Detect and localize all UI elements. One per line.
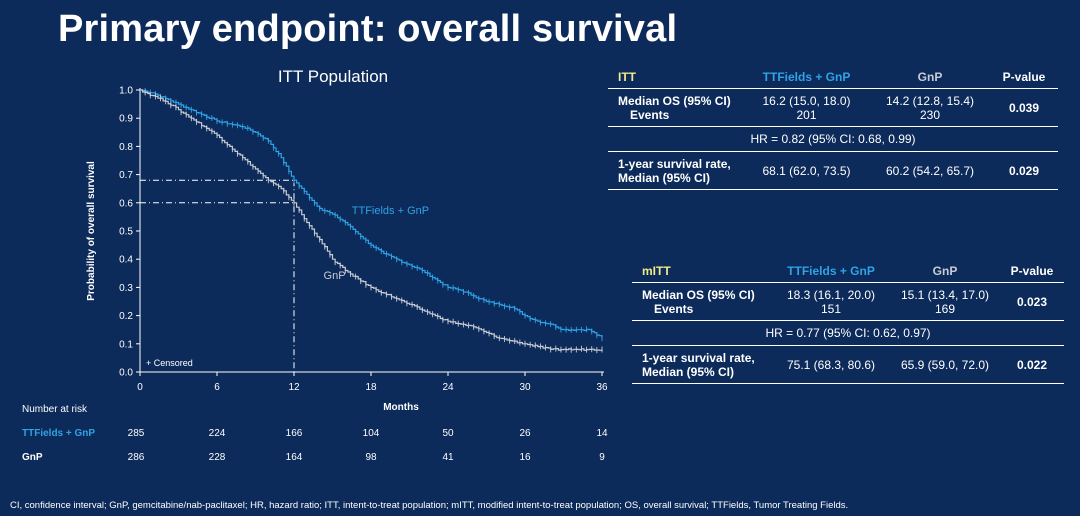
itt-ttfields-header: TTFields + GnP — [743, 66, 870, 89]
itt-events-label: Events — [630, 107, 670, 122]
series-label-gnp: GnP — [324, 270, 346, 282]
mitt-hazard-ratio: HR = 0.77 (95% CI: 0.62, 0.97) — [632, 320, 1064, 346]
mitt-gnp-1yr-survival: 65.9 (59.0, 72.0) — [890, 345, 1000, 384]
km-survival-chart: ITT Population 0.0 0.1 0.2 0.3 0.4 0.5 0.6 0.7 0.… — [22, 67, 608, 463]
risk-table-header: Number at risk — [22, 404, 88, 415]
x-axis-title: Months — [383, 402, 419, 413]
mitt-1yr-survival-pvalue: 0.022 — [1000, 345, 1064, 384]
x-tick-label: 18 — [365, 382, 377, 393]
itt-gnp-header: GnP — [870, 66, 990, 89]
y-tick-label: 0.5 — [119, 227, 133, 238]
mitt-gnp-median-os-value: 15.1 (13.4, 17.0) — [900, 287, 990, 302]
y-tick-label: 0.9 — [119, 114, 133, 125]
risk-value: 98 — [365, 452, 377, 463]
slide-title: Primary endpoint: overall survival — [58, 8, 678, 50]
mitt-gnp-events-value: 169 — [934, 301, 956, 316]
risk-row-label-gnp: GnP — [22, 452, 43, 463]
risk-value: 14 — [596, 428, 608, 439]
mitt-median-os-label-line1: Median OS (95% CI) — [642, 287, 755, 302]
itt-median-os-pvalue: 0.039 — [1008, 100, 1040, 115]
itt-1yr-survival-label-line2: Median (95% CI) — [618, 170, 711, 185]
risk-value: 50 — [442, 428, 454, 439]
risk-value: 285 — [128, 428, 145, 439]
risk-value: 26 — [519, 428, 531, 439]
risk-value: 166 — [286, 428, 303, 439]
itt-hazard-ratio: HR = 0.82 (95% CI: 0.68, 0.99) — [608, 126, 1058, 152]
footnote: CI, confidence interval; GnP, gemcitabin… — [10, 500, 849, 511]
y-axis-title: Probability of overall survival — [86, 161, 97, 301]
x-tick-label: 30 — [519, 382, 531, 393]
risk-row-label-ttfields-gnp: TTFields + GnP — [22, 428, 95, 439]
risk-value: 41 — [442, 452, 454, 463]
chart-title: ITT Population — [278, 67, 388, 86]
y-tick-label: 0.8 — [119, 142, 133, 153]
mitt-gnp-header: GnP — [890, 260, 1000, 283]
itt-ttfields-median-os: 16.2 (15.0, 18.0) 201 — [743, 89, 870, 127]
risk-value: 104 — [363, 428, 380, 439]
censor-marks-gnp — [144, 89, 603, 354]
y-tick-label: 0.3 — [119, 283, 133, 294]
mitt-median-os-label: Median OS (95% CI) Events — [632, 283, 772, 321]
itt-results-table: ITT TTFields + GnP GnP P-value Median OS… — [608, 66, 1058, 190]
itt-median-os-label-line1: Median OS (95% CI) — [618, 93, 731, 108]
series-label-ttfields-gnp: TTFields + GnP — [352, 205, 429, 217]
itt-ttfields-1yr-survival: 68.1 (62.0, 73.5) — [743, 151, 870, 190]
itt-gnp-1yr-survival: 60.2 (54.2, 65.7) — [870, 151, 990, 190]
mitt-results-table: mITT TTFields + GnP GnP P-value Median O… — [632, 260, 1064, 384]
risk-value: 228 — [209, 452, 226, 463]
x-tick-label: 12 — [288, 382, 300, 393]
y-tick-label: 1.0 — [119, 86, 133, 97]
itt-gnp-events-value: 230 — [919, 107, 941, 122]
x-tick-label: 24 — [442, 382, 454, 393]
x-tick-label: 6 — [214, 382, 220, 393]
mitt-ttfields-median-os-value: 18.3 (16.1, 20.0) — [786, 287, 876, 302]
itt-pvalue-header: P-value — [990, 66, 1058, 89]
mitt-ttfields-events-value: 151 — [820, 301, 842, 316]
x-tick-label: 0 — [137, 382, 143, 393]
itt-1yr-survival-label-line1: 1-year survival rate, — [618, 156, 731, 171]
itt-1yr-survival-pvalue: 0.029 — [990, 151, 1058, 190]
y-tick-label: 0.0 — [119, 368, 133, 379]
censor-marks-ttfields-gnp — [144, 88, 603, 342]
itt-median-os-label: Median OS (95% CI) Events — [608, 89, 743, 127]
y-tick-label: 0.7 — [119, 170, 133, 181]
mitt-pvalue-header: P-value — [1000, 260, 1064, 283]
itt-ttfields-median-os-value: 16.2 (15.0, 18.0) — [762, 93, 851, 108]
mitt-median-os-pvalue: 0.023 — [1016, 294, 1048, 309]
mitt-1yr-survival-label-line1: 1-year survival rate, — [642, 350, 755, 365]
risk-value: 164 — [286, 452, 303, 463]
mitt-ttfields-header: TTFields + GnP — [772, 260, 890, 283]
mitt-1yr-survival-label-line2: Median (95% CI) — [642, 364, 735, 379]
risk-value: 224 — [209, 428, 226, 439]
mitt-events-label: Events — [654, 301, 694, 316]
itt-population-header: ITT — [608, 66, 743, 89]
mitt-ttfields-1yr-survival: 75.1 (68.3, 80.6) — [772, 345, 890, 384]
x-tick-label: 36 — [596, 382, 608, 393]
censored-note: + Censored — [146, 358, 193, 368]
y-tick-label: 0.1 — [119, 339, 133, 350]
mitt-population-header: mITT — [632, 260, 772, 283]
y-tick-label: 0.2 — [119, 311, 133, 322]
series-line-gnp — [140, 89, 603, 351]
risk-value: 16 — [519, 452, 531, 463]
itt-1yr-survival-label: 1-year survival rate, Median (95% CI) — [608, 151, 743, 190]
y-tick-label: 0.6 — [119, 198, 133, 209]
mitt-ttfields-median-os: 18.3 (16.1, 20.0) 151 — [772, 283, 890, 321]
mitt-1yr-survival-label: 1-year survival rate, Median (95% CI) — [632, 345, 772, 384]
y-tick-label: 0.4 — [119, 255, 133, 266]
itt-ttfields-events-value: 201 — [796, 107, 817, 122]
risk-value: 286 — [128, 452, 145, 463]
itt-gnp-median-os-value: 14.2 (12.8, 15.4) — [885, 93, 975, 108]
itt-gnp-median-os: 14.2 (12.8, 15.4) 230 — [870, 89, 990, 127]
risk-value: 9 — [599, 452, 605, 463]
mitt-gnp-median-os: 15.1 (13.4, 17.0) 169 — [890, 283, 1000, 321]
